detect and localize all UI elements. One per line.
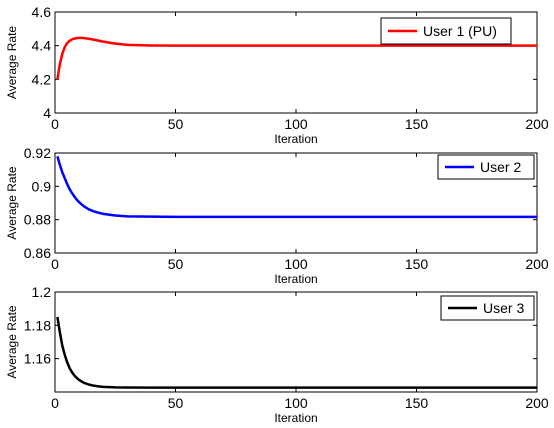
x-axis-label: Iteration <box>274 411 317 425</box>
x-tick-label: 100 <box>284 116 308 132</box>
x-tick-label: 150 <box>405 256 429 272</box>
legend-label: User 2 <box>480 159 521 175</box>
x-tick-label: 0 <box>51 116 59 132</box>
y-tick-label: 0.86 <box>24 245 51 261</box>
legend-label: User 1 (PU) <box>423 23 497 39</box>
y-tick-label: 4.2 <box>32 71 52 87</box>
x-tick-label: 150 <box>405 395 429 411</box>
x-tick-label: 0 <box>51 395 59 411</box>
series-line-3 <box>56 316 537 389</box>
y-tick-label: 1.16 <box>24 351 51 367</box>
legend-label: User 3 <box>483 300 524 316</box>
x-tick-label: 50 <box>168 256 184 272</box>
y-axis-label: Average Rate <box>5 26 19 99</box>
series-line-2 <box>56 155 537 219</box>
y-tick-label: 4.4 <box>32 38 52 54</box>
x-axis-label: Iteration <box>274 132 317 146</box>
y-tick-label: 1.2 <box>32 284 52 300</box>
y-axis-label: Average Rate <box>5 305 19 378</box>
x-tick-label: 100 <box>284 256 308 272</box>
y-tick-label: 4 <box>43 105 51 121</box>
x-tick-label: 200 <box>525 256 549 272</box>
y-tick-label: 1.18 <box>24 317 51 333</box>
series-line-1 <box>56 36 537 80</box>
y-tick-label: 4.6 <box>32 4 52 20</box>
y-tick-label: 0.92 <box>24 145 51 161</box>
x-tick-label: 0 <box>51 256 59 272</box>
x-tick-label: 100 <box>284 395 308 411</box>
x-tick-label: 200 <box>525 395 549 411</box>
x-tick-label: 50 <box>168 395 184 411</box>
x-tick-label: 200 <box>525 116 549 132</box>
y-axis-label: Average Rate <box>5 166 19 239</box>
y-tick-label: 0.88 <box>24 212 51 228</box>
x-tick-label: 50 <box>168 116 184 132</box>
x-tick-label: 150 <box>405 116 429 132</box>
y-tick-label: 0.9 <box>32 178 52 194</box>
x-axis-label: Iteration <box>274 272 317 286</box>
